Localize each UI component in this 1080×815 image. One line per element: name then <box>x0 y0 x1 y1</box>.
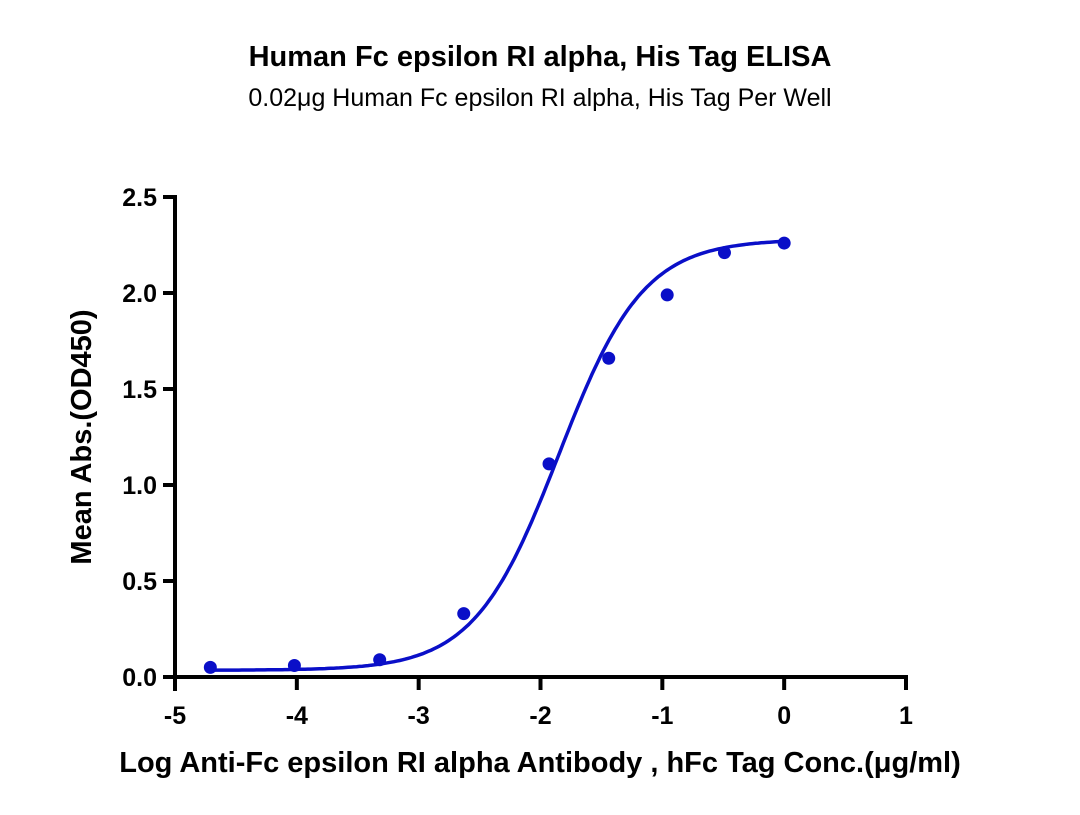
data-point <box>542 457 556 471</box>
x-tick-label: -2 <box>529 702 551 730</box>
chart-title: Human Fc epsilon RI alpha, His Tag ELISA <box>249 41 832 73</box>
x-tick-label: -5 <box>164 702 186 730</box>
y-tick-label: 1.5 <box>122 376 157 404</box>
x-tick-label: -1 <box>651 702 673 730</box>
data-point <box>457 607 471 621</box>
data-point <box>717 246 731 260</box>
y-tick-label: 1.0 <box>122 472 157 500</box>
x-tick-label: -4 <box>286 702 308 730</box>
x-tick-label: 0 <box>777 702 791 730</box>
y-axis: 0.0 0.5 1.0 1.5 2.0 2.5 <box>122 184 177 692</box>
y-tick-label: 2.0 <box>122 280 157 308</box>
chart-subtitle: 0.02μg Human Fc epsilon RI alpha, His Ta… <box>248 84 831 112</box>
y-tick-label: 0.5 <box>122 568 157 596</box>
y-tick-label: 2.5 <box>122 184 157 212</box>
data-point <box>373 653 387 667</box>
y-tick-label: 0.0 <box>122 664 157 692</box>
y-axis-label: Mean Abs.(OD450) <box>66 309 98 564</box>
data-point <box>287 658 301 672</box>
x-axis: -5 -4 -3 -2 -1 0 1 <box>164 675 913 730</box>
data-point <box>660 288 674 302</box>
fit-curve <box>208 239 786 672</box>
x-tick-label: -3 <box>408 702 430 730</box>
data-point <box>777 236 791 250</box>
x-axis-label: Log Anti-Fc epsilon RI alpha Antibody , … <box>119 747 961 779</box>
data-point <box>602 351 616 365</box>
data-point <box>203 660 217 674</box>
x-tick-label: 1 <box>899 702 913 730</box>
data-points <box>203 236 791 674</box>
